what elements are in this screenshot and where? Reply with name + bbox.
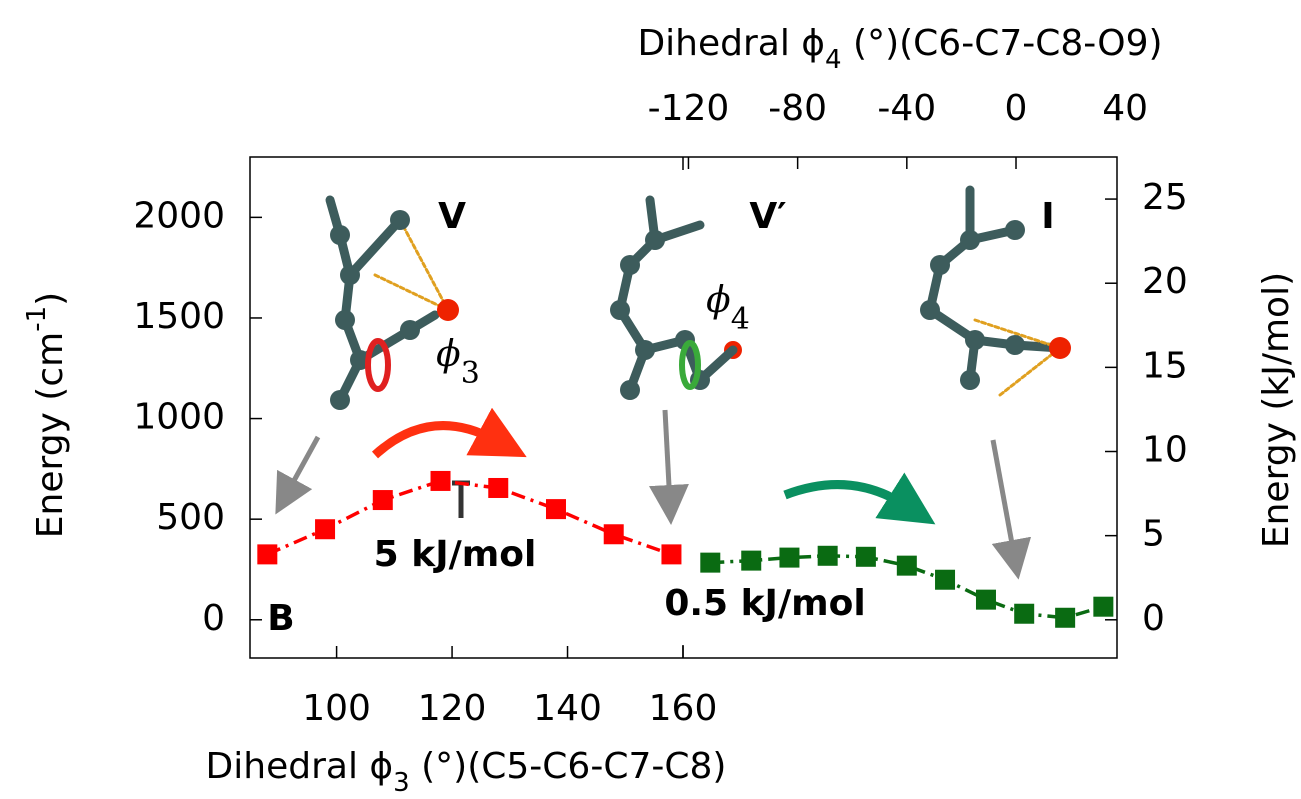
marker (604, 524, 624, 544)
y-tick-label: 2000 (133, 195, 225, 236)
marker (741, 551, 761, 571)
annotation: I (1041, 196, 1054, 237)
marker (1055, 608, 1075, 628)
x2-tick-label: 40 (1102, 88, 1148, 129)
x-tick-label: 160 (649, 688, 718, 729)
y-tick-label: 500 (156, 497, 225, 538)
x-axis-title: Dihedral ϕ3 (°)(C5-C6-C7-C8) (206, 746, 727, 795)
marker (546, 499, 566, 519)
y-axis-title-rest: ) (30, 292, 71, 306)
x2-tick-label: 0 (1005, 88, 1028, 129)
marker (779, 548, 799, 568)
x-tick-label: 120 (418, 688, 487, 729)
annotation: V (438, 196, 466, 237)
annotation: 0.5 kJ/mol (664, 583, 865, 624)
y2-tick-label: 5 (1142, 514, 1165, 555)
y2-tick-label: 0 (1142, 598, 1165, 639)
marker (431, 471, 451, 491)
y-axis-title: Energy (cm-1) (22, 292, 72, 538)
annotation-sub: 4 (731, 302, 750, 337)
marker (1093, 597, 1113, 617)
annotation: ϕ3 (436, 334, 480, 391)
marker (976, 590, 996, 610)
marker (1014, 604, 1034, 624)
x2-axis-title: Dihedral ϕ4 (°)(C6-C7-C8-O9) (637, 23, 1162, 75)
x2-tick-label: -80 (768, 88, 827, 129)
annotation: ϕ4 (706, 280, 750, 337)
marker (700, 553, 720, 573)
x-tick-label: 100 (302, 688, 371, 729)
x-axis-title-rest: (°)(C5-C6-C7-C8) (410, 746, 727, 787)
x2-tick-label: -40 (877, 88, 936, 129)
x2-axis-title-rest: (°)(C6-C7-C8-O9) (842, 23, 1163, 64)
annotation: 5 kJ/mol (374, 534, 537, 575)
y-axis-title-text: Energy (cm (30, 332, 71, 538)
x-axis-title-text: Dihedral ϕ (206, 746, 394, 787)
x-axis-title-sub: 3 (393, 768, 410, 796)
y2-tick-label: 15 (1142, 345, 1188, 386)
x-tick-label: 140 (533, 688, 602, 729)
marker (935, 570, 955, 590)
y2-tick-label: 20 (1142, 261, 1188, 302)
x2-axis-title-sub: 4 (825, 45, 842, 75)
marker (373, 490, 393, 510)
y-tick-label: 1500 (133, 296, 225, 337)
y-axis-title-sup: -1 (22, 306, 52, 332)
chart: 100120140160-120-80-40040050010001500200… (0, 0, 1301, 795)
annotation-text: ϕ (436, 334, 461, 375)
y-tick-label: 0 (202, 598, 225, 639)
annotation: B (267, 598, 294, 639)
marker (897, 556, 917, 576)
y2-tick-label: 10 (1142, 430, 1188, 471)
x2-tick-label: -120 (648, 88, 730, 129)
annotation-text: ϕ (706, 280, 731, 321)
annotation: V′ (749, 196, 786, 237)
y2-tick-label: 25 (1142, 177, 1188, 218)
marker (856, 547, 876, 567)
marker (818, 546, 838, 566)
marker (488, 478, 508, 498)
marker (257, 544, 277, 564)
y-tick-label: 1000 (133, 397, 225, 438)
annotation-sub: 3 (461, 356, 480, 391)
marker (661, 544, 681, 564)
marker (315, 519, 335, 539)
x2-axis-title-text: Dihedral ϕ (637, 23, 825, 64)
y2-axis-title: Energy (kJ/mol) (1256, 272, 1297, 548)
